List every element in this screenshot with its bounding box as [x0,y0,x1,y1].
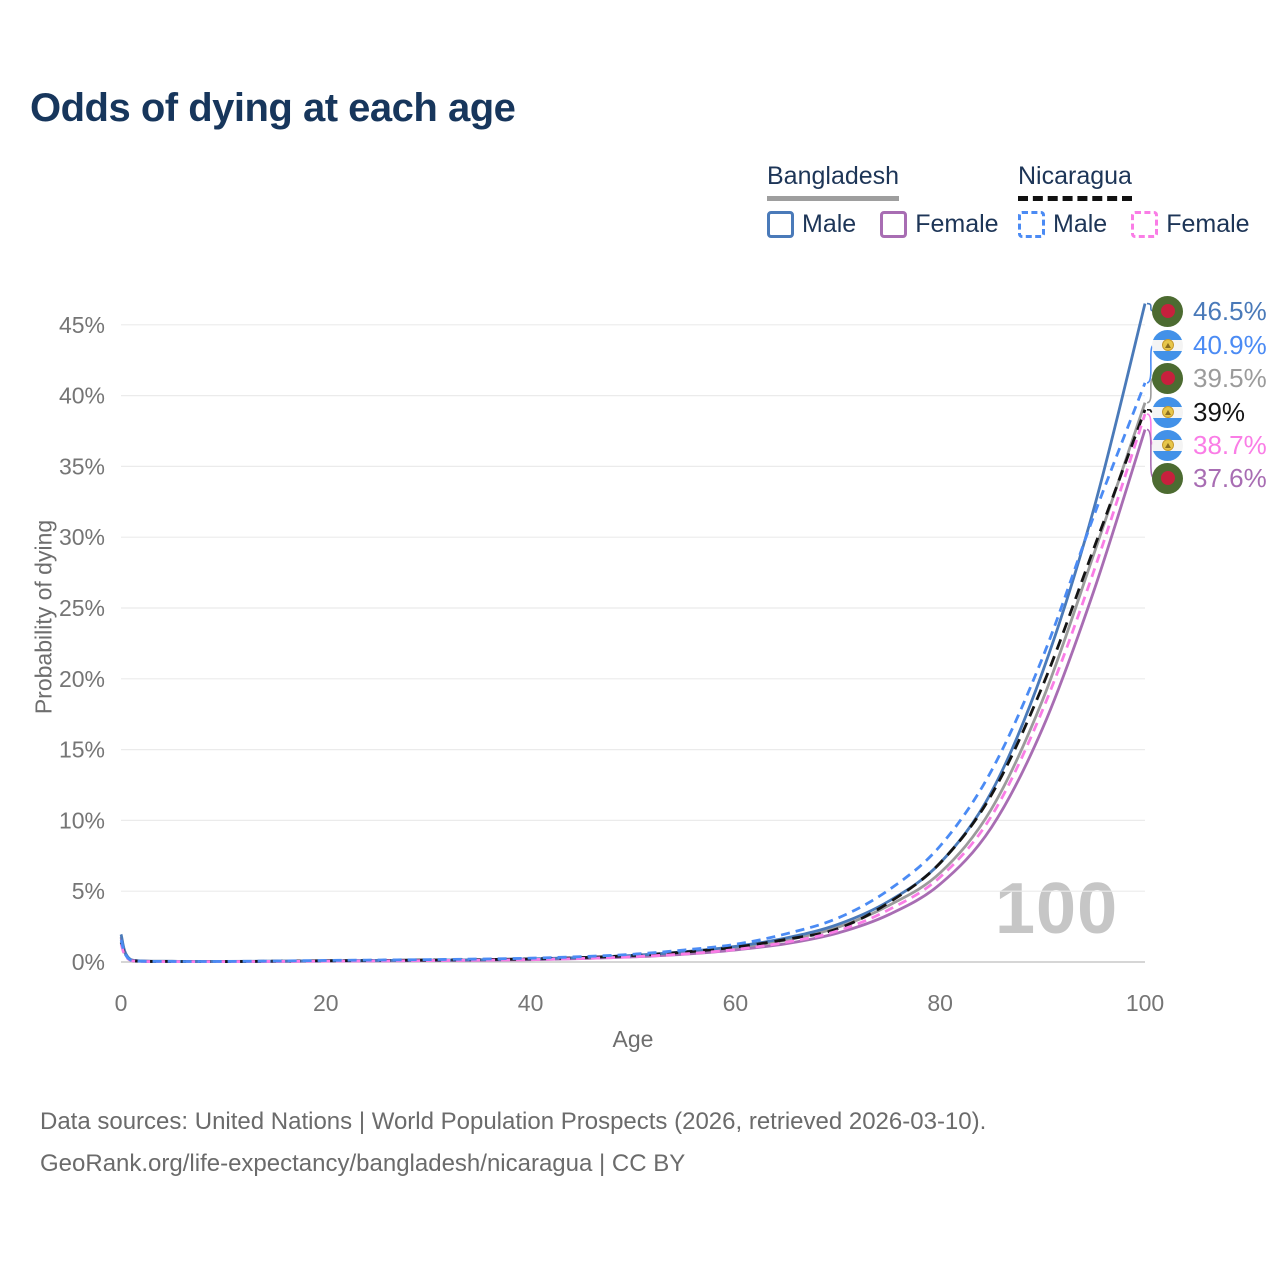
footer-attribution[interactable]: GeoRank.org/life-expectancy/bangladesh/n… [40,1150,686,1177]
end-label-value: 39.5% [1193,362,1267,393]
series-line-ni-female[interactable] [119,413,1147,964]
age-counter-watermark: 100 [995,869,1119,949]
x-tick-label: 100 [1126,990,1164,1016]
y-tick-label: 40% [59,383,105,409]
bangladesh-flag-icon [1152,362,1183,394]
legend-item-nicaragua-male[interactable]: Male [1018,210,1107,239]
nicaragua-flag-emblem [1161,406,1174,418]
bangladesh-flag-dot [1160,471,1175,485]
y-tick-label: 35% [59,453,105,479]
nicaragua-flag-triangle [1164,409,1171,415]
end-label-bd-female: 37.6% [1152,462,1267,494]
end-label-ni-male: 40.9% [1152,329,1267,361]
x-tick-label: 0 [115,990,128,1016]
end-label-bd-all: 39.5% [1152,362,1267,394]
y-tick-label: 0% [72,949,105,975]
end-label-value: 46.5% [1193,295,1267,326]
end-label-value: 38.7% [1193,429,1267,460]
y-tick-label: 25% [59,595,105,621]
bangladesh-flag-icon [1152,295,1183,327]
end-label-value: 40.9% [1193,329,1267,360]
nicaragua-female-swatch-icon[interactable] [1131,211,1159,238]
end-label-ni-female: 38.7% [1152,429,1267,461]
legend-header-bangladesh[interactable]: Bangladesh [767,162,900,201]
legend-item-label: Male [802,210,857,238]
end-label-value: 37.6% [1193,462,1267,493]
legend-items-bangladesh: Male Female [767,210,1023,239]
nicaragua-flag-icon [1152,396,1183,428]
series-line-bd-female[interactable] [119,429,1147,963]
nicaragua-flag-triangle [1164,342,1171,348]
nicaragua-flag-triangle [1164,442,1171,448]
x-tick-label: 40 [518,990,544,1016]
y-tick-label: 15% [59,737,105,763]
legend-item-label: Female [915,210,999,238]
legend-item-label: Male [1053,210,1108,238]
legend-item-bangladesh-male[interactable]: Male [767,210,856,239]
legend-item-label: Female [1166,210,1250,238]
nicaragua-flag-emblem [1161,439,1174,451]
y-tick-label: 30% [59,524,105,550]
nicaragua-male-swatch-icon[interactable] [1018,211,1045,238]
nicaragua-flag-emblem [1161,339,1174,351]
series-line-bd-male[interactable] [119,303,1147,963]
x-axis-title: Age [612,1026,654,1052]
legend-item-bangladesh-female[interactable]: Female [880,210,999,239]
bangladesh-flag-icon [1152,462,1183,494]
x-tick-label: 80 [927,990,953,1016]
legend-group-bangladesh: Bangladesh Male Female [767,162,1023,239]
bangladesh-male-swatch-icon[interactable] [767,211,794,238]
legend-items-nicaragua: Male Female [1018,210,1274,239]
end-label-ni-all: 39% [1152,396,1245,428]
page-title: Odds of dying at each age [30,86,516,130]
series-line-ni-male[interactable] [119,382,1147,963]
y-tick-label: 5% [72,878,105,904]
series-line-bd-all[interactable] [119,402,1147,963]
legend-group-nicaragua: Nicaragua Male Female [1018,162,1274,239]
nicaragua-flag-icon [1152,329,1183,361]
x-tick-label: 60 [723,990,749,1016]
x-tick-label: 20 [313,990,339,1016]
legend-item-nicaragua-female[interactable]: Female [1131,210,1250,239]
end-label-bd-male: 46.5% [1152,295,1267,327]
bangladesh-female-swatch-icon[interactable] [880,211,908,238]
y-tick-label: 45% [59,312,105,338]
series-line-ni-all[interactable] [119,409,1147,964]
y-tick-label: 10% [59,807,105,833]
nicaragua-flag-icon [1152,429,1183,461]
end-label-value: 39% [1193,396,1246,427]
y-axis-title: Probability of dying [30,519,57,715]
bangladesh-flag-dot [1160,371,1175,385]
footer-data-sources: Data sources: United Nations | World Pop… [40,1108,987,1135]
bangladesh-flag-dot [1160,304,1175,318]
legend-header-nicaragua[interactable]: Nicaragua [1018,162,1132,201]
y-tick-label: 20% [59,666,105,692]
